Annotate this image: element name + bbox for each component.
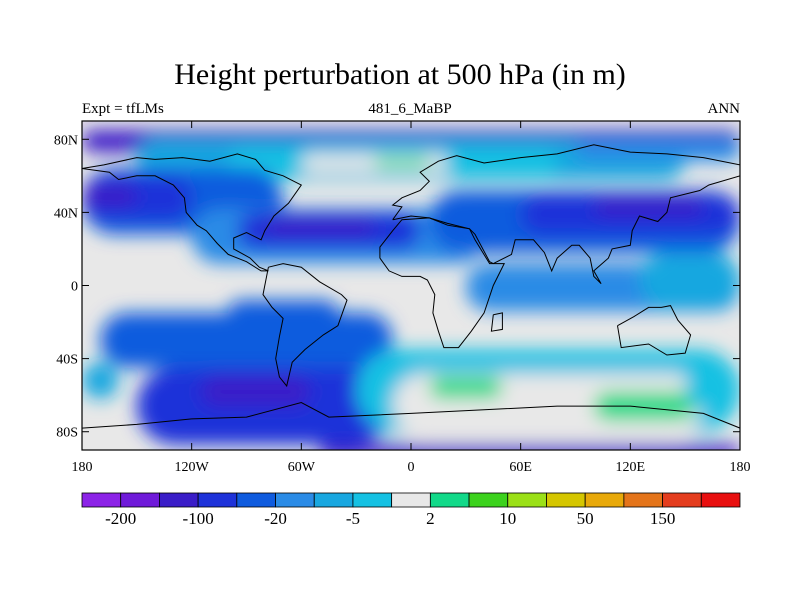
colorbar-label: 2 xyxy=(426,509,435,528)
x-tick-label: 0 xyxy=(408,460,415,475)
x-tick-label: 120W xyxy=(175,460,210,475)
colorbar-label: 150 xyxy=(650,509,676,528)
colorbar-box xyxy=(81,492,122,508)
field-region xyxy=(319,444,740,450)
coastline xyxy=(391,144,740,285)
colorbar-box xyxy=(236,492,276,508)
field-region xyxy=(228,300,338,326)
coastline xyxy=(379,217,506,349)
x-tick-label: 120E xyxy=(616,460,646,475)
x-axis-ticks: 180 120W 60W 0 60E 120E 180 xyxy=(72,121,751,475)
colorbar-box xyxy=(662,492,702,508)
colorbar-box xyxy=(275,492,315,508)
colorbar-box xyxy=(546,492,586,508)
colorbar-box xyxy=(584,492,625,508)
field-region xyxy=(575,139,740,162)
colorbar: -200 -100 -20 -5 2 10 50 150 xyxy=(81,492,741,528)
field-region xyxy=(82,362,119,399)
coastline xyxy=(490,312,503,332)
colorbar-box xyxy=(159,492,199,508)
plot-title: Height perturbation at 500 hPa (in m) xyxy=(174,58,626,91)
field-region xyxy=(685,358,740,414)
field-region xyxy=(593,197,704,217)
map-panel: 180 120W 60W 0 60E 120E 180 80N 40N 0 40S 80S xyxy=(54,120,751,475)
y-tick-label: 80S xyxy=(56,426,78,441)
colorbar-box xyxy=(120,492,160,508)
experiment-label: Expt = tfLMs xyxy=(82,101,164,117)
y-tick-label: 80N xyxy=(54,133,78,148)
colorbar-label: 50 xyxy=(577,509,594,528)
x-tick-label: 60E xyxy=(509,460,532,475)
field-region xyxy=(100,312,393,368)
x-tick-label: 60W xyxy=(288,460,316,475)
y-tick-label: 0 xyxy=(71,280,78,295)
run-label: 481_6_MaBP xyxy=(368,101,452,117)
season-label: ANN xyxy=(707,101,741,117)
coastline xyxy=(82,153,303,272)
height-field xyxy=(82,121,740,450)
colorbar-box xyxy=(391,492,431,508)
field-region xyxy=(374,157,430,167)
coastline xyxy=(262,263,348,388)
colorbar-box xyxy=(468,492,509,508)
y-tick-label: 40S xyxy=(56,353,78,368)
y-tick-label: 40N xyxy=(54,206,78,221)
colorbar-label: 10 xyxy=(499,509,516,528)
colorbar-label: -20 xyxy=(264,509,287,528)
colorbar-box xyxy=(623,492,663,508)
x-tick-label: 180 xyxy=(730,460,751,475)
field-regions xyxy=(82,130,740,450)
x-tick-label: 180 xyxy=(72,460,93,475)
colorbar-box xyxy=(700,492,741,508)
colorbar-box xyxy=(429,492,470,508)
colorbar-box xyxy=(313,492,354,508)
colorbar-label: -100 xyxy=(183,509,214,528)
field-region xyxy=(429,376,503,399)
colorbar-label: -200 xyxy=(105,509,136,528)
field-region xyxy=(593,391,695,421)
field-region xyxy=(264,217,375,237)
y-axis-ticks: 80N 40N 0 40S 80S xyxy=(54,133,740,441)
coastlines xyxy=(82,144,740,429)
coastline xyxy=(82,401,740,429)
field-region xyxy=(82,184,137,207)
coastline xyxy=(617,305,692,356)
colorbar-box xyxy=(507,492,547,508)
field-region xyxy=(200,376,311,407)
field-region xyxy=(639,252,740,308)
colorbar-box xyxy=(197,492,238,508)
colorbar-box xyxy=(352,492,393,508)
colorbar-label: -5 xyxy=(346,509,360,528)
